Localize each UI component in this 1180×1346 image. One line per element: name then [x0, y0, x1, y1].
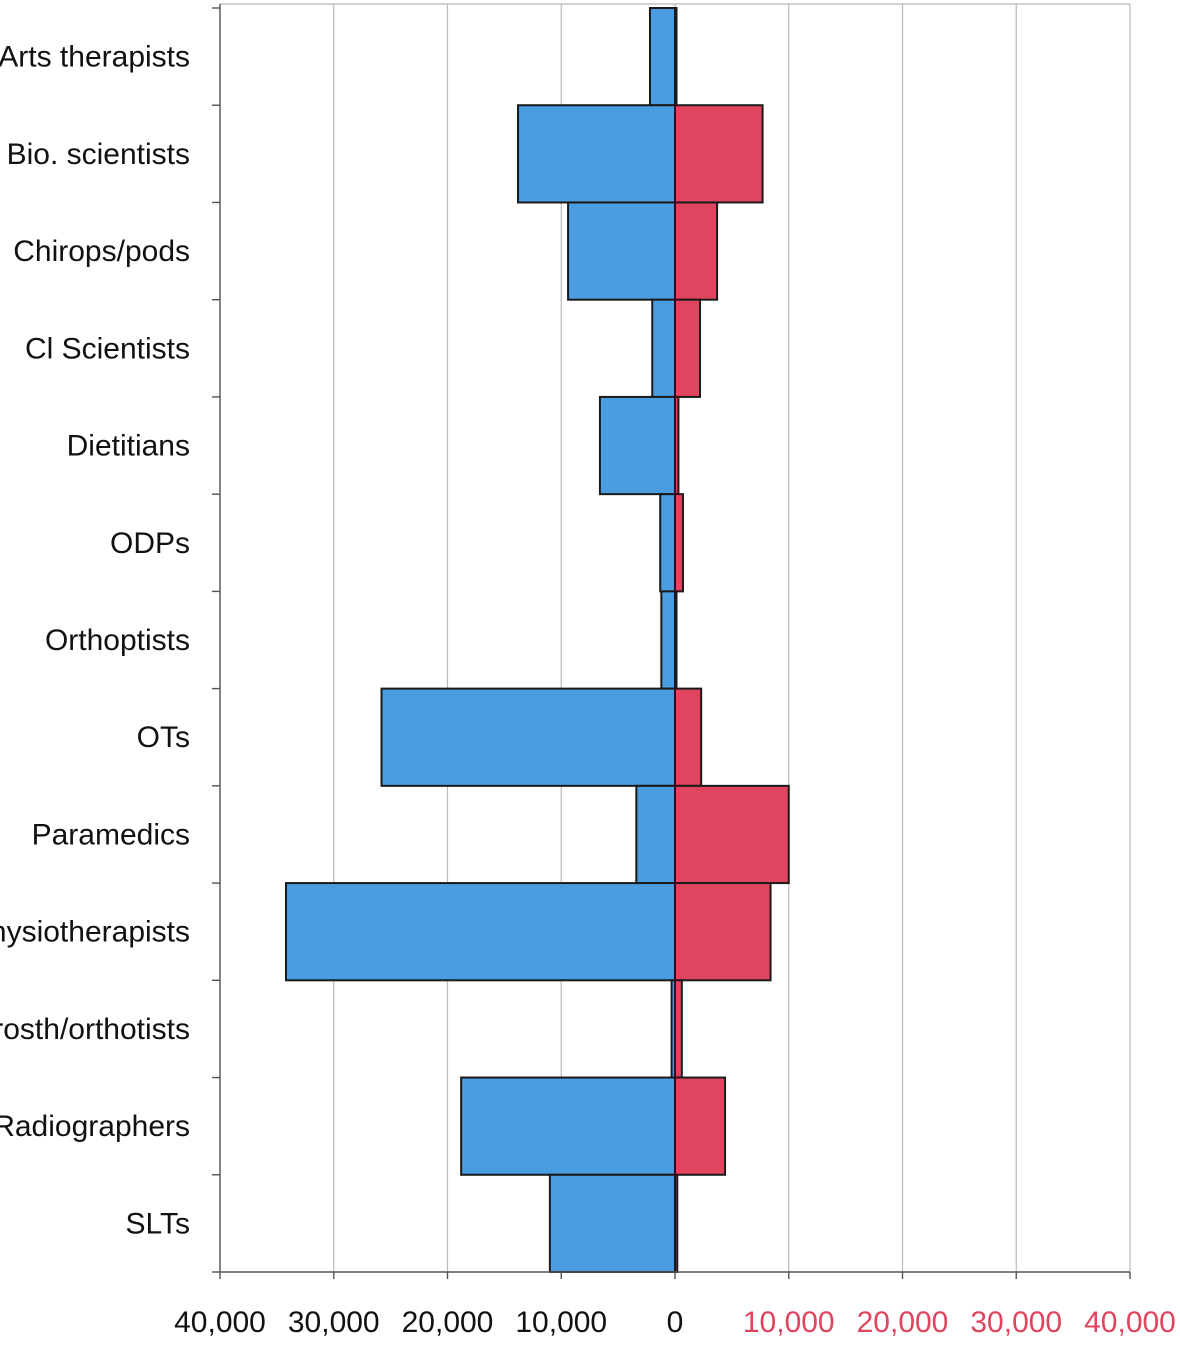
bar-bio-scientists-right	[674, 104, 764, 204]
category-label-physiotherapists: Physiotherapists	[0, 916, 190, 949]
bar-paramedics-left	[635, 784, 677, 885]
bars	[284, 7, 790, 1274]
x-tick-label: 20,000	[402, 1306, 494, 1339]
bar-chirops-pods-right	[674, 201, 719, 301]
bar-paramedics-right	[674, 784, 790, 885]
category-label-prosth-orthotists: Prosth/orthotists	[0, 1013, 190, 1046]
bar-ots-left	[380, 687, 676, 787]
category-label-radiographers: Radiographers	[0, 1110, 190, 1143]
bar-odps-right	[674, 493, 684, 593]
x-tick-label: 40,000	[174, 1306, 266, 1339]
bar-arts-therapists-right	[674, 7, 678, 107]
bar-dietitians-left	[598, 395, 676, 496]
x-tick-label: 0	[667, 1306, 684, 1339]
bar-cl-scientists-right	[674, 298, 702, 398]
bar-arts-therapists-left	[648, 7, 676, 107]
bar-prosth-orthotists-right	[674, 979, 683, 1079]
category-labels: Arts therapists Bio. scientists Chirops/po…	[0, 41, 190, 1241]
bar-odps-left	[659, 493, 677, 593]
bar-dietitians-right	[674, 395, 680, 496]
category-label-paramedics: Paramedics	[32, 818, 190, 851]
bar-bio-scientists-left	[517, 104, 677, 204]
bar-radiographers-right	[674, 1076, 727, 1176]
x-tick-label: 20,000	[857, 1306, 949, 1339]
category-label-chirops-pods: Chirops/pods	[13, 235, 190, 268]
category-label-bio-scientists: Bio. scientists	[7, 138, 190, 171]
x-tick-label: 40,000	[1084, 1306, 1176, 1339]
category-label-ots: OTs	[137, 721, 190, 754]
category-label-slts: SLTs	[126, 1207, 190, 1240]
axes	[212, 4, 1131, 1279]
bar-ots-right	[674, 687, 703, 787]
bar-cl-scientists-left	[651, 298, 676, 398]
category-label-cl-scientists: Cl Scientists	[25, 332, 190, 365]
x-tick-label: 30,000	[288, 1306, 380, 1339]
bar-physiotherapists-left	[284, 882, 676, 982]
x-tick-labels: 40,000 30,000 20,000 10,000 0 10,000 20,000 30,…	[174, 1306, 1176, 1339]
bar-orthoptists-left	[660, 590, 676, 690]
bar-radiographers-left	[460, 1076, 676, 1176]
category-label-dietitians: Dietitians	[67, 430, 190, 463]
bar-orthoptists-right	[674, 590, 678, 690]
category-label-orthoptists: Orthoptists	[45, 624, 190, 657]
x-tick-label: 10,000	[743, 1306, 835, 1339]
bar-slts-left	[548, 1173, 676, 1274]
x-tick-label: 10,000	[515, 1306, 607, 1339]
x-tick-label: 30,000	[970, 1306, 1062, 1339]
bar-slts-right	[674, 1173, 679, 1274]
bar-chirops-pods-left	[567, 201, 677, 301]
category-label-arts-therapists: Arts therapists	[0, 41, 190, 74]
bar-physiotherapists-right	[674, 882, 772, 982]
category-label-odps: ODPs	[110, 527, 190, 560]
